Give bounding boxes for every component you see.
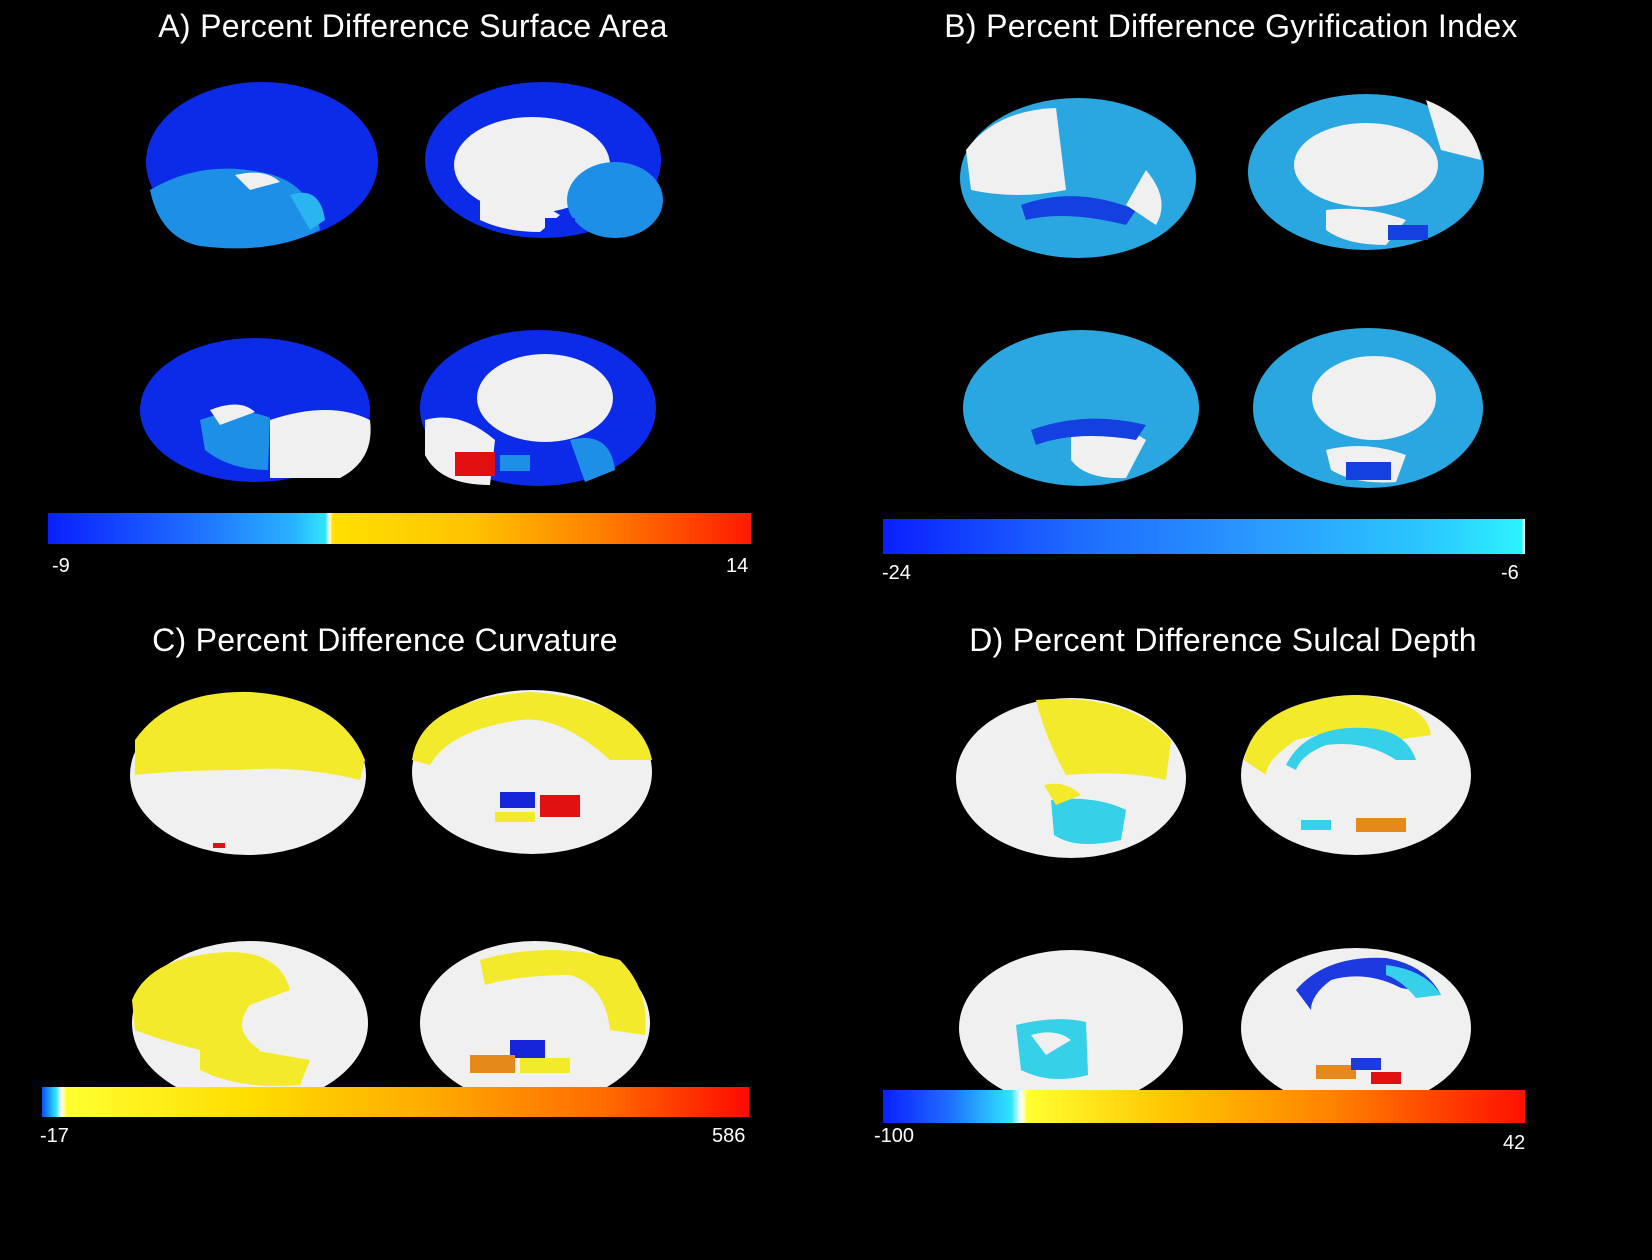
brain-lateral-bottom-left (963, 330, 1199, 486)
panel-d-colorbar (883, 1090, 1525, 1123)
brain-lateral-bottom-left (140, 338, 371, 482)
brain-lateral-top-left (146, 82, 378, 249)
panel-d-colorbar-max: 42 (1503, 1132, 1526, 1154)
brain-medial-top-right (1241, 695, 1471, 855)
panel-c-colorbar-max: 586 (712, 1125, 746, 1147)
brain-medial-top-right (1248, 94, 1484, 250)
panel-d-colorbar-min: -100 (874, 1125, 915, 1147)
panel-c-title: C) Percent Difference Curvature (152, 622, 618, 658)
panel-d: D) Percent Difference Sulcal Depth (826, 622, 1652, 1260)
brain-lateral-top-left (956, 698, 1186, 858)
panel-a-brain-views (48, 82, 751, 544)
brain-lateral-top-left (960, 98, 1196, 258)
panel-d-brain-views (883, 695, 1525, 1123)
brain-medial-top-right (425, 82, 663, 238)
brain-medial-bottom-right (420, 941, 650, 1105)
brain-medial-top-right (412, 690, 652, 854)
panel-a: A) Percent Difference Surface Area (0, 0, 826, 630)
brain-lateral-bottom-left (959, 950, 1183, 1106)
panel-c-brain-views (42, 690, 749, 1117)
brain-medial-bottom-right (1253, 328, 1483, 488)
panel-c: C) Percent Difference Curvature (0, 622, 826, 1260)
panel-a-title: A) Percent Difference Surface Area (158, 8, 668, 44)
panel-b-title: B) Percent Difference Gyrification Index (944, 8, 1518, 44)
panel-d-title: D) Percent Difference Sulcal Depth (969, 622, 1477, 658)
brain-medial-bottom-right (1241, 948, 1471, 1108)
panel-a-colorbar-max: 14 (726, 555, 749, 577)
brain-medial-bottom-right (420, 330, 656, 486)
panel-b-colorbar-min: -24 (882, 562, 911, 584)
panel-b-brain-views (883, 94, 1525, 554)
panel-c-colorbar-min: -17 (40, 1125, 69, 1147)
panel-b-colorbar (883, 519, 1525, 554)
panel-b: B) Percent Difference Gyrification Index (826, 0, 1652, 630)
brain-lateral-top-left (130, 691, 366, 855)
panel-b-colorbar-max: -6 (1501, 562, 1519, 584)
panel-a-colorbar-min: -9 (52, 555, 70, 577)
brain-lateral-bottom-left (132, 941, 368, 1105)
panel-a-colorbar (48, 513, 751, 544)
panel-c-colorbar (42, 1087, 749, 1117)
